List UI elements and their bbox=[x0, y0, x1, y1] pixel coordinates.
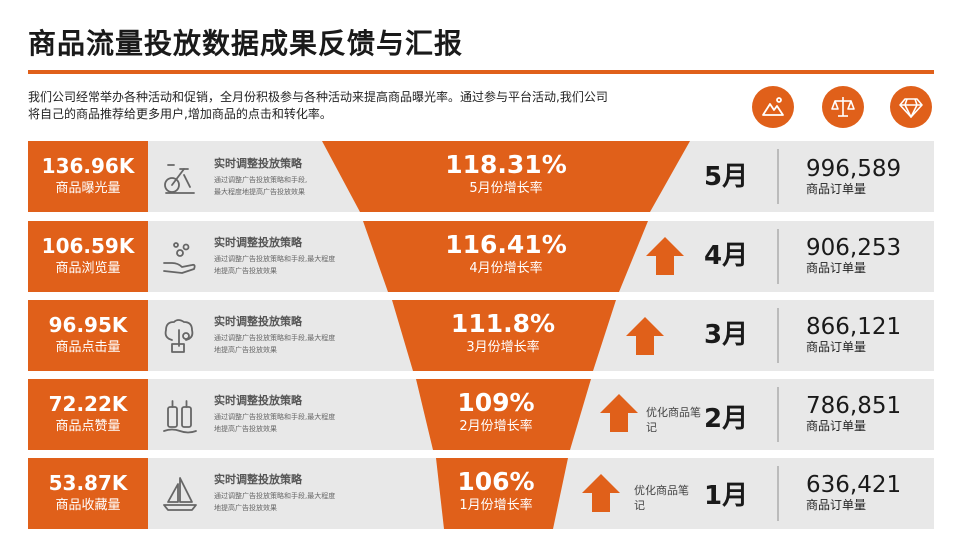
hand-coins-icon bbox=[163, 242, 196, 274]
divider bbox=[777, 466, 779, 521]
strategy-desc-line2: 地提高广告投放效果 bbox=[214, 504, 277, 512]
growth-rate: 109% 2月份增长率 bbox=[386, 388, 606, 435]
exercise-bike-icon bbox=[164, 164, 195, 194]
orders-label: 商品订单量 bbox=[806, 340, 867, 354]
orders-label: 商品订单量 bbox=[806, 419, 867, 433]
growth-rate: 111.8% 3月份增长率 bbox=[393, 309, 613, 356]
growth-rate-label: 5月份增长率 bbox=[469, 181, 543, 196]
orders-value: 906,253 bbox=[806, 235, 902, 261]
tree-cart-icon bbox=[164, 319, 194, 353]
metric-value: 72.22K bbox=[48, 392, 128, 416]
growth-rate-value: 109% bbox=[457, 388, 535, 417]
metric-value: 106.59K bbox=[41, 234, 135, 258]
orders-label: 商品订单量 bbox=[806, 182, 867, 196]
sailboat-icon bbox=[163, 477, 197, 511]
strategy-block: 实时调整投放策略 通过调整广告投放策略和手段,最大程度 地提高广告投放效果 bbox=[214, 473, 364, 514]
orders-value: 786,851 bbox=[806, 393, 902, 419]
title-divider bbox=[28, 70, 934, 74]
growth-rate-label: 4月份增长率 bbox=[469, 261, 543, 276]
up-arrow-icon bbox=[600, 394, 638, 432]
month-label: 4月 bbox=[704, 241, 749, 271]
intro-text: 我们公司经常举办各种活动和促销，全月份积极参与各种活动来提高商品曝光率。通过参与… bbox=[28, 90, 608, 121]
strategy-title: 实时调整投放策略 bbox=[214, 473, 302, 486]
orders-value: 636,421 bbox=[806, 472, 902, 498]
mountain-photo-icon bbox=[752, 86, 794, 128]
arrow-note: 优化商品笔记 bbox=[646, 406, 701, 434]
strategy-title: 实时调整投放策略 bbox=[214, 315, 302, 328]
growth-rate-value: 106% bbox=[457, 467, 535, 496]
strategy-desc-line1: 通过调整广告投放策略和手段, bbox=[214, 176, 308, 184]
strategy-desc-line2: 最大程度地提高广告投放效果 bbox=[214, 188, 305, 196]
metric-value: 53.87K bbox=[48, 471, 128, 495]
strategy-desc-line1: 通过调整广告投放策略和手段,最大程度 bbox=[214, 255, 336, 263]
strategy-desc-line2: 地提高广告投放效果 bbox=[214, 346, 277, 354]
bottles-icon bbox=[163, 400, 197, 434]
growth-rate: 118.31% 5月份增长率 bbox=[396, 150, 616, 197]
growth-rate-value: 111.8% bbox=[450, 309, 556, 338]
metric-value: 136.96K bbox=[41, 154, 135, 178]
metric-card: 136.96K 商品曝光量 bbox=[28, 141, 148, 212]
growth-rate-label: 3月份增长率 bbox=[466, 340, 540, 355]
strategy-desc-line1: 通过调整广告投放策略和手段,最大程度 bbox=[214, 334, 336, 342]
month-label: 1月 bbox=[704, 481, 749, 511]
up-arrow-icon bbox=[626, 317, 664, 355]
divider bbox=[777, 229, 779, 284]
strategy-title: 实时调整投放策略 bbox=[214, 157, 302, 170]
strategy-block: 实时调整投放策略 通过调整广告投放策略和手段,最大程度 地提高广告投放效果 bbox=[214, 315, 364, 356]
metric-label: 商品收藏量 bbox=[55, 498, 121, 513]
orders-label: 商品订单量 bbox=[806, 498, 867, 512]
strategy-desc-line1: 通过调整广告投放策略和手段,最大程度 bbox=[214, 413, 336, 421]
metric-card: 106.59K 商品浏览量 bbox=[28, 221, 148, 292]
orders-label: 商品订单量 bbox=[806, 261, 867, 275]
orders-block: 636,421 商品订单量 bbox=[806, 472, 934, 513]
divider bbox=[777, 149, 779, 204]
month-label: 2月 bbox=[704, 404, 749, 434]
strategy-title: 实时调整投放策略 bbox=[214, 394, 302, 407]
divider bbox=[777, 387, 779, 442]
metric-label: 商品浏览量 bbox=[55, 261, 121, 276]
orders-block: 906,253 商品订单量 bbox=[806, 235, 934, 276]
metric-value: 96.95K bbox=[48, 313, 128, 337]
metric-label: 商品曝光量 bbox=[55, 181, 121, 196]
strategy-block: 实时调整投放策略 通过调整广告投放策略和手段,最大程度 地提高广告投放效果 bbox=[214, 236, 364, 277]
strategy-title: 实时调整投放策略 bbox=[214, 236, 302, 249]
month-label: 3月 bbox=[704, 320, 749, 350]
growth-rate-value: 118.31% bbox=[445, 150, 567, 179]
strategy-desc-line2: 地提高广告投放效果 bbox=[214, 267, 277, 275]
up-arrow-icon bbox=[582, 474, 620, 512]
growth-rate: 106% 1月份增长率 bbox=[386, 467, 606, 514]
metric-label: 商品点击量 bbox=[55, 340, 121, 355]
up-arrow-icon bbox=[646, 237, 684, 275]
growth-rate: 116.41% 4月份增长率 bbox=[396, 230, 616, 277]
growth-rate-value: 116.41% bbox=[445, 230, 567, 259]
orders-block: 866,121 商品订单量 bbox=[806, 314, 934, 355]
arrow-note: 优化商品笔记 bbox=[634, 484, 689, 512]
strategy-block: 实时调整投放策略 通过调整广告投放策略和手段,最大程度 地提高广告投放效果 bbox=[214, 394, 364, 435]
orders-block: 786,851 商品订单量 bbox=[806, 393, 934, 434]
orders-value: 866,121 bbox=[806, 314, 902, 340]
metric-label: 商品点赞量 bbox=[55, 419, 121, 434]
orders-value: 996,589 bbox=[806, 156, 902, 182]
diamond-icon bbox=[890, 86, 932, 128]
metric-card: 96.95K 商品点击量 bbox=[28, 300, 148, 371]
growth-rate-label: 1月份增长率 bbox=[459, 498, 533, 513]
page-title: 商品流量投放数据成果反馈与汇报 bbox=[28, 27, 464, 60]
strategy-desc-line1: 通过调整广告投放策略和手段,最大程度 bbox=[214, 492, 336, 500]
metric-card: 53.87K 商品收藏量 bbox=[28, 458, 148, 529]
strategy-block: 实时调整投放策略 通过调整广告投放策略和手段, 最大程度地提高广告投放效果 bbox=[214, 157, 364, 198]
month-label: 5月 bbox=[704, 162, 749, 192]
orders-block: 996,589 商品订单量 bbox=[806, 156, 934, 197]
metric-card: 72.22K 商品点赞量 bbox=[28, 379, 148, 450]
strategy-desc-line2: 地提高广告投放效果 bbox=[214, 425, 277, 433]
balance-scale-icon bbox=[822, 86, 864, 128]
divider bbox=[777, 308, 779, 363]
growth-rate-label: 2月份增长率 bbox=[459, 419, 533, 434]
